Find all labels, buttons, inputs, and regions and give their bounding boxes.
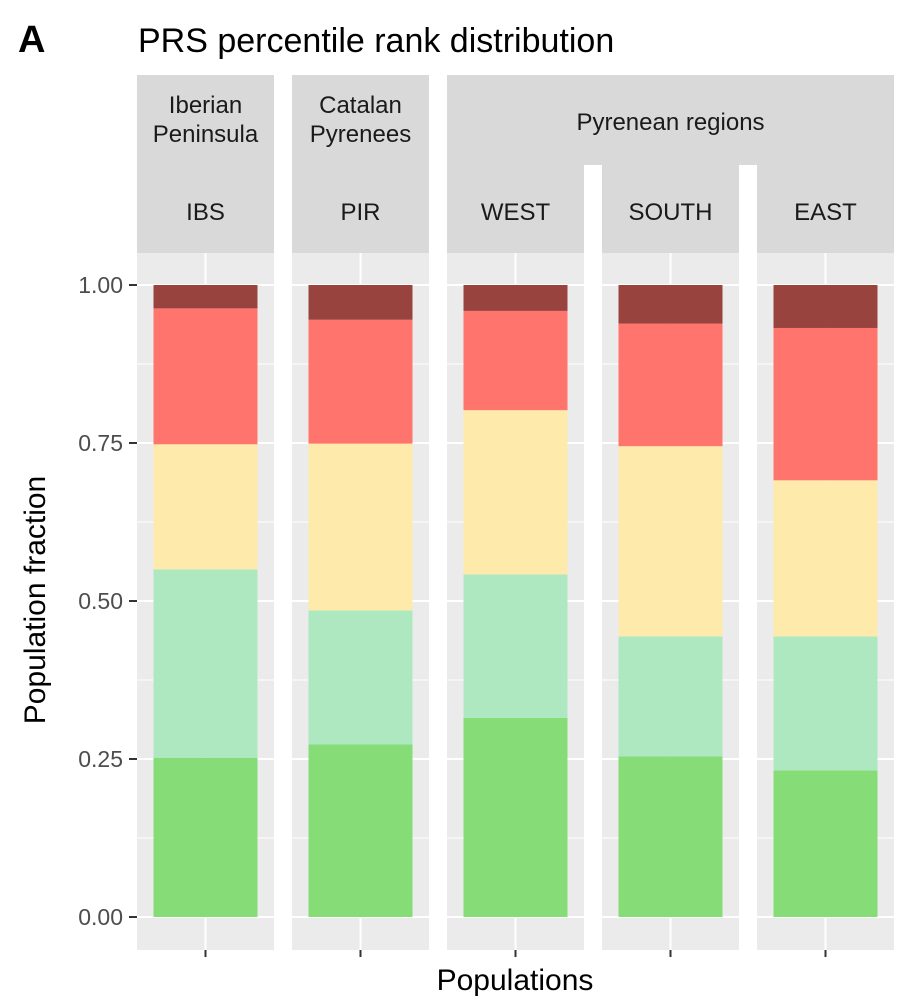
facet-group-label: Catalan Pyrenees <box>310 92 411 148</box>
facet-group-label: Pyrenean regions <box>576 109 764 136</box>
facet-strip <box>137 75 274 253</box>
bar-segment <box>773 636 878 771</box>
bar-segment <box>308 744 413 917</box>
y-tick-label: 0.25 <box>78 746 123 772</box>
y-axis: 0.00 0.25 0.50 0.75 1.00 <box>78 272 137 930</box>
panel-letter: A <box>18 19 45 61</box>
bar-segment <box>463 310 568 411</box>
bar-segment <box>618 756 723 917</box>
bar-segment <box>618 323 723 447</box>
bar-segment <box>618 446 723 637</box>
y-axis-label: Population fraction <box>19 476 52 725</box>
bar-segment <box>153 569 258 758</box>
facet-label: WEST <box>481 199 551 226</box>
y-tick-label: 0.50 <box>78 588 123 614</box>
bar-segment <box>308 319 413 444</box>
bar-segment <box>463 285 568 311</box>
x-axis-label: Populations <box>437 964 594 997</box>
bar-segment <box>463 574 568 718</box>
bar-segment <box>773 480 878 637</box>
bar-segment <box>773 327 878 481</box>
facet-group-strip <box>447 75 894 165</box>
bar-segment <box>308 443 413 611</box>
facet-group-label: Iberian Peninsula <box>153 92 259 148</box>
bar-segment <box>618 636 723 757</box>
facet-panels: Iberian Peninsula Catalan Pyrenees Pyrenean … <box>137 75 894 957</box>
bar-segment <box>463 410 568 575</box>
bar-segment <box>618 285 723 324</box>
bar-segment <box>153 757 258 917</box>
bar-segment <box>463 717 568 917</box>
bar-segment <box>153 308 258 445</box>
y-tick-label: 0.75 <box>78 430 123 456</box>
facet-label: PIR <box>340 199 380 226</box>
facet-strip <box>292 75 429 253</box>
facet-label: EAST <box>794 199 857 226</box>
bar-segment <box>153 444 258 570</box>
y-tick-label: 1.00 <box>78 272 123 298</box>
bar-segment <box>773 770 878 917</box>
chart-title: PRS percentile rank distribution <box>138 22 614 60</box>
y-tick-label: 0.00 <box>78 904 123 930</box>
facet-label: SOUTH <box>629 199 713 226</box>
facet-label: IBS <box>186 199 225 226</box>
bar-segment <box>153 285 258 309</box>
bar-segment <box>773 285 878 328</box>
bar-segment <box>308 285 413 320</box>
bar-segment <box>308 610 413 745</box>
facet-strip <box>447 165 584 253</box>
facet-strip <box>757 165 894 253</box>
facet-strip <box>602 165 739 253</box>
